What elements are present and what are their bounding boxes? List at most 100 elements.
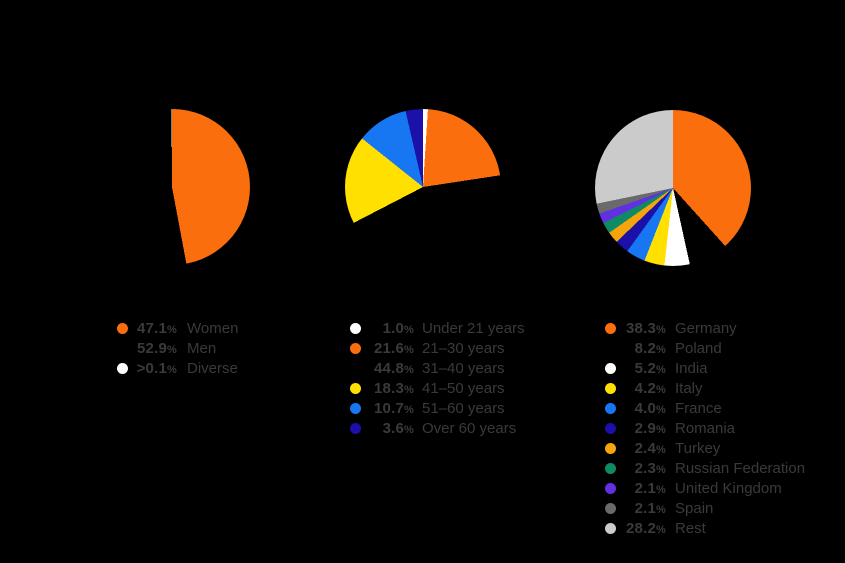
legend-percent: 38.3%: [616, 320, 666, 337]
legend-color-dot: [605, 402, 616, 414]
legend-color-dot: [350, 322, 361, 334]
legend-label: France: [675, 399, 722, 417]
legend-color-dot: [350, 402, 361, 414]
percent-sign: %: [656, 363, 666, 376]
legend-row-31-40-years: 44.8% 31–40 years: [350, 358, 525, 378]
percent-sign: %: [656, 483, 666, 496]
legend-percent: 2.1%: [616, 500, 666, 517]
legend-percent: 47.1%: [128, 320, 177, 337]
legend-percent-value: 28.2: [626, 519, 657, 537]
legend-label: Diverse: [187, 359, 238, 377]
legend-color-dot: [605, 502, 616, 514]
legend-percent-value: 4.2: [634, 379, 657, 397]
legend-color-dot: [350, 422, 361, 434]
legend-percent: 44.8%: [361, 360, 414, 377]
percent-sign: %: [404, 423, 414, 436]
legend-label: Under 21 years: [422, 319, 525, 337]
legend-label: Poland: [675, 339, 722, 357]
legend-percent-value: >0.1: [136, 359, 168, 377]
legend-percent: 5.2%: [616, 360, 666, 377]
legend-row-over-60-years: 3.6% Over 60 years: [350, 418, 525, 438]
legend-label: 31–40 years: [422, 359, 505, 377]
legend-percent-value: 2.4: [634, 439, 657, 457]
legend-percent-value: 52.9: [137, 339, 168, 357]
legend-percent: >0.1%: [128, 360, 177, 377]
legend-percent: 1.0%: [361, 320, 414, 337]
legend-row-under-21-years: 1.0% Under 21 years: [350, 318, 525, 338]
legend-row-united-kingdom: 2.1% United Kingdom: [605, 478, 805, 498]
legend-color-dot: [605, 482, 616, 494]
legend-row-rest: 28.2% Rest: [605, 518, 805, 538]
legend-percent: 28.2%: [616, 520, 666, 537]
legend-percent-value: 10.7: [374, 399, 405, 417]
percent-sign: %: [167, 323, 177, 336]
legend-percent-value: 18.3: [374, 379, 405, 397]
legend-label: Turkey: [675, 439, 721, 457]
pie-gender: [94, 109, 250, 265]
legend-color-dot: [605, 342, 616, 354]
legend-percent-value: 2.1: [634, 479, 657, 497]
legend-percent-value: 2.3: [634, 459, 657, 477]
percent-sign: %: [167, 363, 177, 376]
legend-color-dot: [605, 422, 616, 434]
legend-label: Romania: [675, 419, 736, 437]
legend-percent: 18.3%: [361, 380, 414, 397]
legend-percent-value: 3.6: [382, 419, 405, 437]
legend-row-51-60-years: 10.7% 51–60 years: [350, 398, 525, 418]
percent-sign: %: [656, 523, 666, 536]
legend-percent-value: 47.1: [137, 319, 168, 337]
legend-row-romania: 2.9% Romania: [605, 418, 805, 438]
percent-sign: %: [656, 383, 666, 396]
legend-country: 38.3% Germany 8.2% Poland 5.2% India 4.2% Italy…: [605, 318, 805, 538]
legend-row-women: 47.1% Women: [117, 318, 238, 338]
legend-percent-value: 1.0: [382, 319, 405, 337]
legend-percent-value: 5.2: [634, 359, 657, 377]
percent-sign: %: [404, 343, 414, 356]
legend-color-dot: [605, 522, 616, 534]
legend-percent-value: 4.0: [634, 399, 657, 417]
legend-color-dot: [605, 462, 616, 474]
legend-label: Germany: [675, 319, 737, 337]
percent-sign: %: [656, 443, 666, 456]
percent-sign: %: [404, 403, 414, 416]
legend-percent: 2.9%: [616, 420, 666, 437]
legend-percent: 21.6%: [361, 340, 414, 357]
legend-label: India: [675, 359, 708, 377]
legend-label: Men: [187, 339, 217, 357]
legend-label: United Kingdom: [675, 479, 782, 497]
percent-sign: %: [167, 343, 177, 356]
legend-gender: 47.1% Women 52.9% Men >0.1% Diverse: [117, 318, 238, 378]
legend-row-turkey: 2.4% Turkey: [605, 438, 805, 458]
percent-sign: %: [656, 343, 666, 356]
legend-row-germany: 38.3% Germany: [605, 318, 805, 338]
legend-percent-value: 38.3: [626, 319, 657, 337]
percent-sign: %: [404, 363, 414, 376]
legend-row-poland: 8.2% Poland: [605, 338, 805, 358]
legend-label: Spain: [675, 499, 714, 517]
percent-sign: %: [656, 463, 666, 476]
legend-color-dot: [117, 322, 128, 334]
legend-color-dot: [605, 322, 616, 334]
legend-color-dot: [605, 382, 616, 394]
legend-row-diverse: >0.1% Diverse: [117, 358, 238, 378]
legend-percent: 4.0%: [616, 400, 666, 417]
legend-percent: 4.2%: [616, 380, 666, 397]
percent-sign: %: [656, 323, 666, 336]
legend-row-21-30-years: 21.6% 21–30 years: [350, 338, 525, 358]
legend-label: Rest: [675, 519, 706, 537]
legend-percent: 2.4%: [616, 440, 666, 457]
legend-label: 51–60 years: [422, 399, 505, 417]
legend-color-dot: [117, 362, 128, 374]
legend-label: 21–30 years: [422, 339, 505, 357]
legend-percent-value: 44.8: [374, 359, 405, 377]
legend-color-dot: [350, 382, 361, 394]
pie-country: [595, 110, 751, 266]
legend-label: 41–50 years: [422, 379, 505, 397]
legend-color-dot: [605, 442, 616, 454]
legend-row-russian-federation: 2.3% Russian Federation: [605, 458, 805, 478]
legend-label: Italy: [675, 379, 703, 397]
legend-color-dot: [350, 362, 361, 374]
legend-percent: 10.7%: [361, 400, 414, 417]
legend-color-dot: [117, 342, 128, 354]
